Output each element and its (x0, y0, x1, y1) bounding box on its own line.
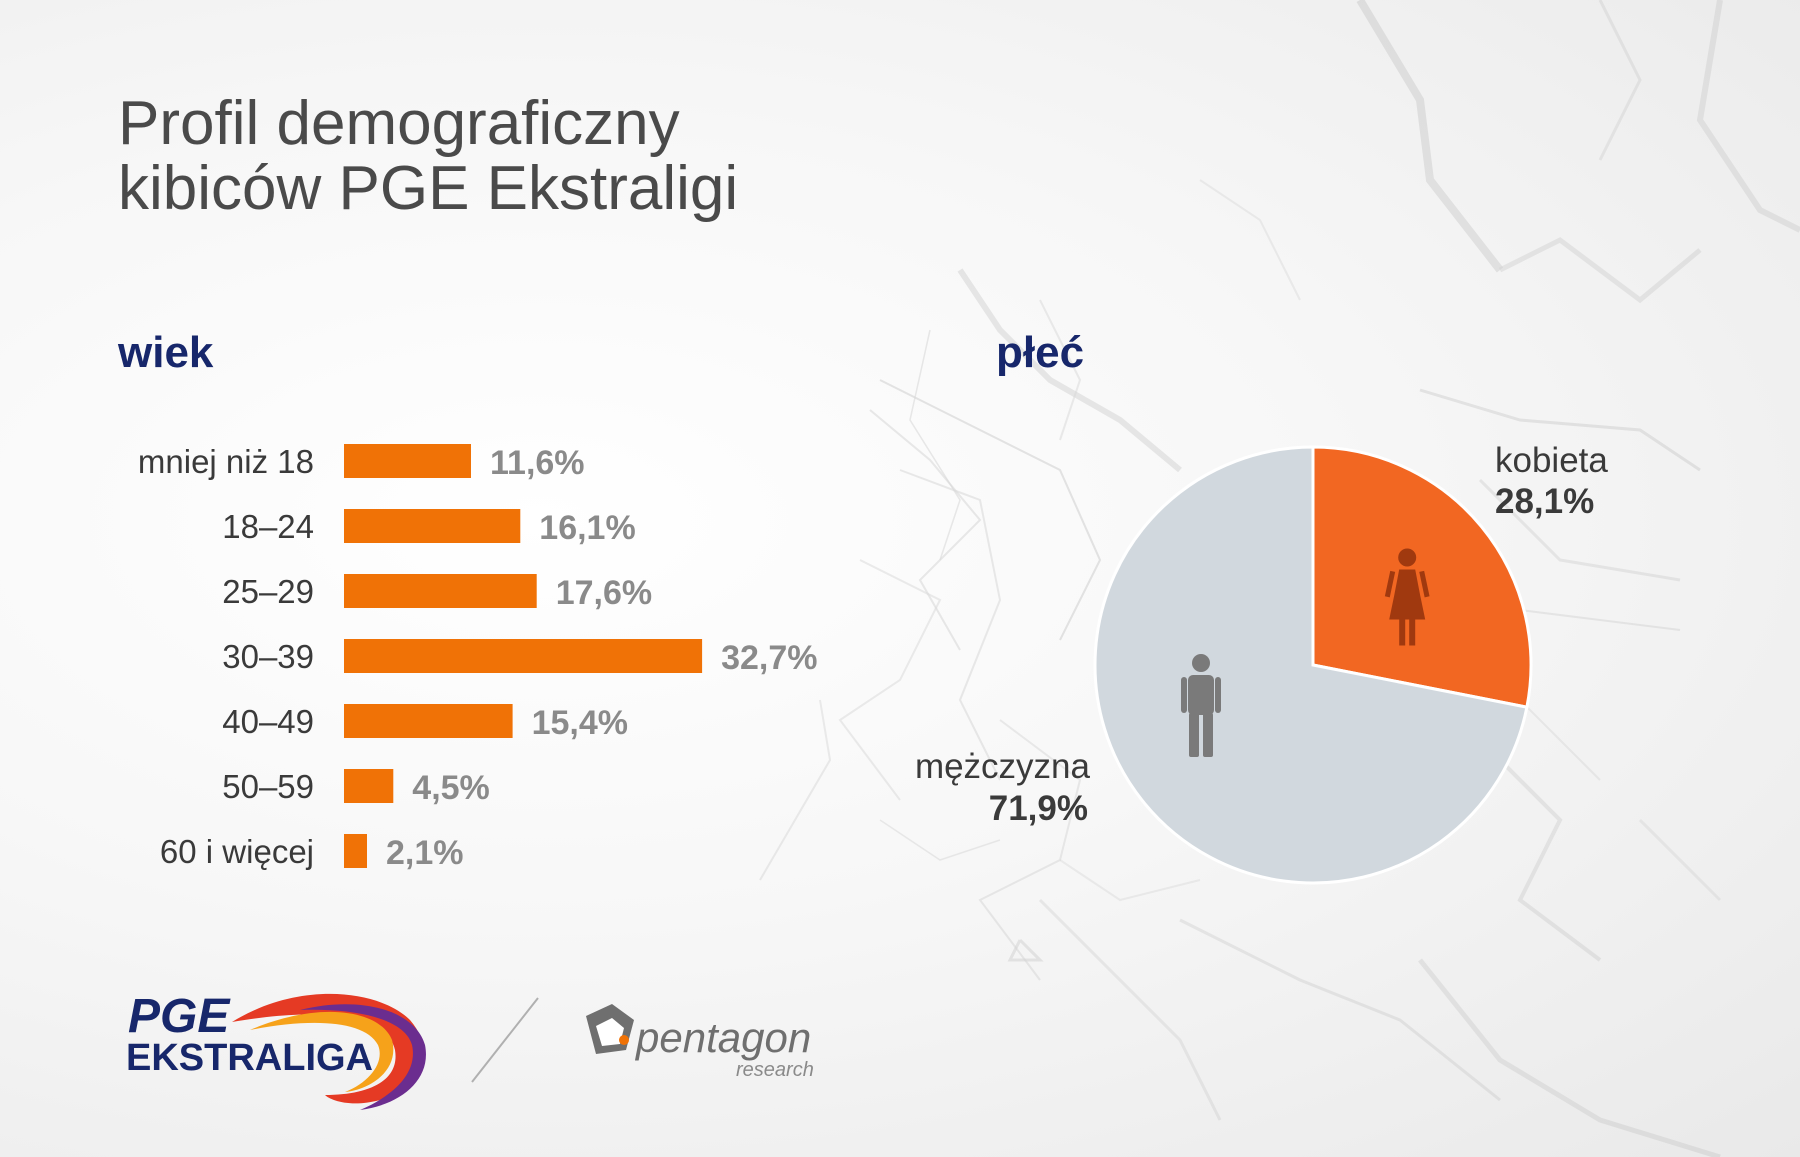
woman-icon (1384, 548, 1430, 646)
bar (344, 509, 521, 543)
pentagon-logo-mark-highlight (596, 1018, 624, 1046)
pentagon-research-logo: pentagon research (586, 1004, 814, 1081)
bar (344, 769, 394, 803)
pge-ekstraliga-logo: PGE EKSTRALIGA (126, 990, 426, 1110)
bar (344, 834, 367, 868)
page-title-line-2: kibiców PGE Ekstraligi (118, 154, 739, 223)
bar-value-label: 16,1% (539, 509, 635, 547)
bar-category-label: 18–24 (222, 508, 314, 545)
bar-category-label: 50–59 (222, 768, 314, 805)
bar-category-label: 30–39 (222, 638, 314, 675)
logo-divider (471, 997, 539, 1083)
pie-slice-male (1093, 445, 1529, 885)
bar-category-label: 25–29 (222, 573, 314, 610)
pie-label-female-value: 28,1% (1495, 482, 1594, 521)
gender-section-heading: płeć (996, 328, 1085, 377)
bar (344, 704, 513, 738)
pie-label-male-name: mężczyzna (915, 747, 1091, 786)
age-section-heading: wiek (118, 328, 214, 377)
bar-value-label: 4,5% (412, 769, 490, 807)
pge-logo-line-1: PGE (128, 990, 231, 1043)
bar-category-label: mniej niż 18 (138, 443, 314, 480)
pentagon-logo-name: pentagon (634, 1014, 811, 1061)
bar-value-label: 32,7% (721, 639, 817, 677)
bar (344, 444, 471, 478)
bar-value-label: 2,1% (386, 834, 464, 872)
pentagon-logo-dot (619, 1035, 629, 1045)
pge-logo-swoosh (232, 993, 425, 1104)
page-title-line-1: Profil demograficzny (118, 89, 680, 158)
age-bar-chart: mniej niż 18 11,6% 18–24 16,1% 25–29 17,6% 30–… (138, 443, 818, 872)
pie-label-male-value: 71,9% (989, 789, 1088, 828)
bar-category-label: 40–49 (222, 703, 314, 740)
bar-value-label: 17,6% (556, 574, 652, 612)
pentagon-logo-sub: research (736, 1059, 814, 1081)
pie-label-female-name: kobieta (1495, 441, 1608, 480)
pge-logo-line-2: EKSTRALIGA (126, 1037, 373, 1079)
bar (344, 639, 703, 673)
bar-value-label: 11,6% (490, 444, 585, 482)
bar-value-label: 15,4% (532, 704, 628, 742)
bar (344, 574, 537, 608)
bar-category-label: 60 i więcej (160, 833, 314, 870)
man-icon (1181, 654, 1221, 757)
